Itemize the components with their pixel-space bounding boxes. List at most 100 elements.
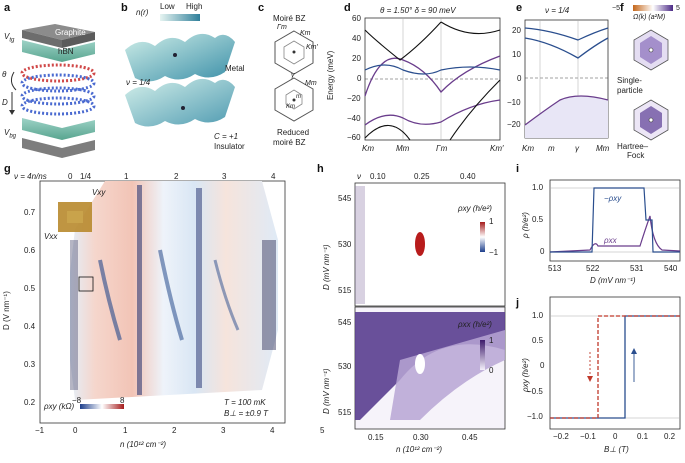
panel-h-plot: [354, 182, 506, 430]
f-cmax: 5: [676, 5, 680, 12]
moire-layer-top: [20, 63, 96, 116]
high-label: High: [186, 2, 203, 11]
h-xtick: 0.30: [413, 433, 429, 442]
h-ytick: 515: [338, 408, 352, 417]
j-xtick: −0.2: [553, 432, 569, 441]
panel-letter-b: b: [121, 2, 128, 14]
rhoxy-map: [70, 181, 278, 400]
j-ytick: −0.5: [527, 387, 543, 396]
km-small-label: Km: [286, 104, 295, 110]
d-ytick: −40: [347, 114, 361, 123]
hartree-fock-label-1: Hartree–: [617, 142, 649, 151]
g-colorbar: [80, 404, 124, 409]
j-xtick: 0: [613, 432, 618, 441]
g-top-tick: 4: [271, 172, 276, 181]
g-xlabel: n (10¹² cm⁻²): [120, 440, 166, 449]
km-prime-label: Km′: [306, 44, 318, 51]
reduced-label: Reduced: [277, 128, 310, 137]
insulator-label: Insulator: [214, 142, 245, 151]
rhoxy-curve: [550, 187, 680, 253]
band-black-1: [364, 21, 442, 61]
sweep-up-curve: [550, 315, 680, 419]
d-ytick: 40: [352, 34, 361, 43]
nr-colorbar: [160, 14, 200, 21]
d-ytick: −20: [347, 94, 361, 103]
panel-letter-d: d: [344, 2, 351, 14]
metal-label: Metal: [225, 64, 245, 73]
d-ytick: −60: [347, 133, 361, 142]
h-xlabel: n (10¹² cm⁻²): [396, 445, 442, 454]
h-ylabel-top: D (mV nm⁻¹): [322, 244, 331, 290]
g-xtick: 2: [172, 426, 177, 435]
panel-a: [9, 24, 96, 158]
g-top-tick: 2: [174, 172, 179, 181]
g-nu-label: ν = 4n/ns: [14, 172, 47, 181]
d-ytick: 60: [352, 14, 361, 23]
nu-quarter-label: ν = 1/4: [126, 78, 151, 87]
m-small-label: m: [296, 94, 301, 100]
reduced-bz-hexagon: [274, 77, 314, 122]
panel-d-plot: [364, 17, 501, 141]
f-cmin: −5: [612, 5, 620, 12]
h-top-colorbar: [480, 222, 485, 252]
i-xtick: 540: [664, 264, 678, 273]
j-xtick: 0.2: [664, 432, 676, 441]
g-ytick: 0.3: [24, 360, 36, 369]
g-top-tick: 3: [222, 172, 227, 181]
e-xtick: m: [548, 144, 555, 153]
panel-letter-g: g: [4, 163, 11, 175]
e-xtick: Km: [522, 144, 534, 153]
vxx-label: Vxx: [44, 232, 58, 241]
i-xtick: 531: [630, 264, 644, 273]
d-ylabel: Energy (meV): [326, 50, 335, 100]
e-ytick: 10: [512, 50, 521, 59]
panel-i-plot: [549, 179, 681, 262]
g-ytick: 0.6: [24, 246, 36, 255]
d-ytick: 0: [357, 74, 362, 83]
g-xtick: 4: [270, 426, 275, 435]
i-ytick: 1.0: [532, 183, 544, 192]
i-xlabel: D (mV nm⁻¹): [590, 276, 636, 285]
graphite-label: Graphite: [55, 28, 86, 37]
g-cbar-label: ρxy (kΩ): [44, 402, 75, 411]
j-xtick: −0.1: [580, 432, 596, 441]
inset-box: [78, 276, 94, 292]
field-label: B⊥ = ±0.9 T: [224, 409, 269, 418]
insulator-surface: [125, 78, 235, 127]
g-ytick: 0.4: [24, 322, 36, 331]
e-xtick: Mm: [596, 144, 610, 153]
vxy-label: Vxy: [92, 188, 106, 197]
g-top-tick: 1: [124, 172, 129, 181]
h-ylabel-bottom: D (mV nm⁻¹): [322, 368, 331, 414]
i-ylabel: ρ (h/e²): [521, 212, 530, 238]
g-top-tick: 1/4: [80, 172, 92, 181]
g-ytick: 0.7: [24, 208, 36, 217]
j-xlabel: B⊥ (T): [604, 445, 629, 454]
panel-letter-j: j: [516, 297, 520, 309]
single-particle-label-2: particle: [617, 86, 643, 95]
d-xtick: Km: [362, 144, 374, 153]
temperature-label: T = 100 mK: [224, 398, 266, 407]
single-particle-label-1: Single-: [617, 76, 642, 85]
chern-label: C = +1: [214, 132, 239, 141]
d-xtick: Km′: [490, 144, 504, 153]
i-xtick: 522: [586, 264, 600, 273]
km-label: Km: [300, 30, 311, 37]
h-ytick: 530: [338, 240, 352, 249]
low-label: Low: [160, 2, 175, 11]
panel-g-plot: [39, 180, 286, 424]
e-ytick: 20: [512, 26, 521, 35]
h-bottom-colorbar: [480, 340, 485, 370]
gamma-label: γ: [291, 72, 295, 79]
legend-rhoxy: −ρxy: [604, 194, 622, 203]
h-cb1-max: 1: [489, 217, 494, 226]
i-ytick: 0.5: [532, 215, 544, 224]
g-cbar-min: −8: [72, 396, 82, 405]
graphite-top-face: [22, 24, 95, 40]
j-xtick: 0.1: [637, 432, 649, 441]
d-label: D: [2, 98, 8, 107]
band-black-2: [364, 124, 411, 141]
e-ytick: 0: [517, 74, 522, 83]
h-cb2-max: 1: [489, 336, 494, 345]
h-top-tick: 0.25: [414, 172, 430, 181]
